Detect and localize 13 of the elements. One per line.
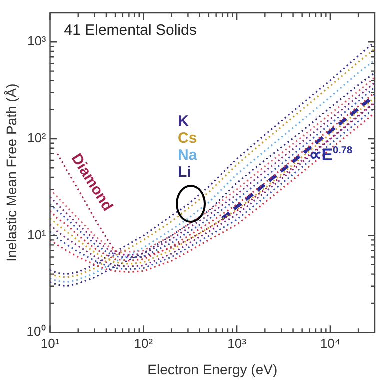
text: Na [178,147,198,164]
x-tick-label: 10⁴ [320,336,340,351]
y-tick-label: 10² [27,130,47,146]
y-tick-label: 10¹ [27,227,47,242]
x-tick-label: 10³ [228,336,248,351]
y-tick-label: 10³ [27,34,47,49]
text: 41 Elemental Solids [64,22,197,39]
x-tick-label: 10² [134,336,154,351]
text: Cs [178,130,198,147]
y-axis-title: Inelastic Mean Free Path (Å) [3,84,20,262]
text: K [178,113,189,130]
text: Li [178,164,192,181]
x-axis-title: Electron Energy (eV) [148,361,278,378]
